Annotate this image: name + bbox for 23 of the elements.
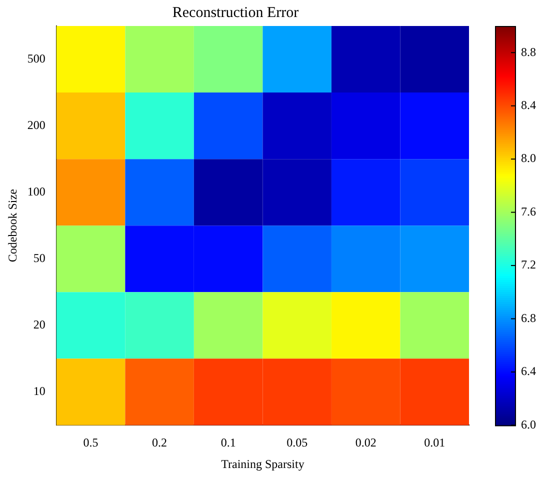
x-tick-label: 0.1 <box>220 436 236 450</box>
x-tick-label: 0.02 <box>355 436 376 450</box>
color-bar-label: 7.2 <box>521 258 536 272</box>
color-bar-label: 6.8 <box>521 310 536 325</box>
color-bar-label: 8.4 <box>521 98 536 112</box>
y-axis-title: Codebook Size <box>5 189 20 262</box>
x-tick-label: 0.2 <box>152 436 168 450</box>
y-tick-label: 500 <box>27 51 46 66</box>
x-tick-label: 0.05 <box>286 436 308 450</box>
x-tick-label: 0.01 <box>424 436 446 450</box>
color-bar-label: 6.0 <box>521 417 536 432</box>
chart-title: Reconstruction Error <box>172 4 299 21</box>
y-tick-label: 100 <box>27 184 46 198</box>
color-bar-label: 8.8 <box>521 44 536 59</box>
color-bar-label: 6.4 <box>521 364 536 378</box>
color-bar-label: 8.0 <box>521 151 536 166</box>
color-bar-label: 7.6 <box>521 204 536 218</box>
x-tick-label: 0.5 <box>83 436 98 450</box>
y-tick-label: 50 <box>33 251 46 266</box>
y-tick-label: 200 <box>27 118 46 132</box>
x-axis-title: Training Sparsity <box>221 456 304 471</box>
y-tick-label: 10 <box>33 384 46 398</box>
y-tick-label: 20 <box>33 318 46 332</box>
